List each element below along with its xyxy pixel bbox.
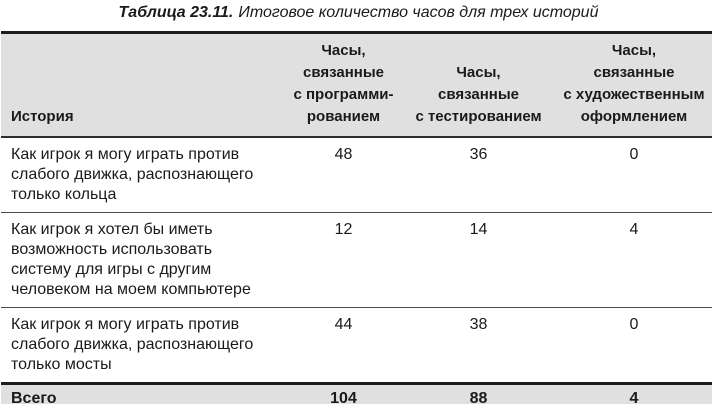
- testing-hours-cell: 36: [401, 137, 556, 213]
- art-hours-cell: 0: [556, 137, 712, 213]
- programming-hours-cell: 12: [286, 212, 401, 308]
- programming-hours-cell: 44: [286, 307, 401, 384]
- totals-testing-hours: 88: [401, 382, 556, 404]
- table-row: Как игрок я хотел бы иметь возможность и…: [1, 212, 712, 308]
- totals-art-hours: 4: [556, 382, 712, 404]
- story-cell: Как игрок я могу играть против слабого д…: [1, 137, 286, 213]
- column-header-art-hours: Часы, связанные с художественным оформле…: [556, 32, 712, 138]
- column-header-testing-hours: Часы, связанные с тестированием: [401, 32, 556, 138]
- totals-programming-hours: 104: [286, 382, 401, 404]
- table-row: Как игрок я могу играть против слабого д…: [1, 307, 712, 384]
- programming-hours-cell: 48: [286, 137, 401, 213]
- column-header-story: История: [1, 32, 286, 138]
- story-cell: Как игрок я хотел бы иметь возможность и…: [1, 212, 286, 308]
- testing-hours-cell: 38: [401, 307, 556, 384]
- column-header-programming-hours: Часы, связанные с программи- рованием: [286, 32, 401, 138]
- hours-table: История Часы, связанные с программи- ров…: [1, 31, 712, 404]
- table-title: Таблица 23.11. Итоговое количество часов …: [0, 3, 717, 22]
- table-title-label: Таблица 23.11.: [118, 4, 234, 21]
- table-title-caption: Итоговое количество часов для трех истор…: [238, 4, 599, 21]
- totals-label: Всего: [1, 382, 286, 404]
- header-row: История Часы, связанные с программи- ров…: [1, 32, 712, 138]
- testing-hours-cell: 14: [401, 212, 556, 308]
- art-hours-cell: 0: [556, 307, 712, 384]
- art-hours-cell: 4: [556, 212, 712, 308]
- story-cell: Как игрок я могу играть против слабого д…: [1, 307, 286, 384]
- table-row: Как игрок я могу играть против слабого д…: [1, 137, 712, 213]
- totals-row: Всего 104 88 4: [1, 382, 712, 404]
